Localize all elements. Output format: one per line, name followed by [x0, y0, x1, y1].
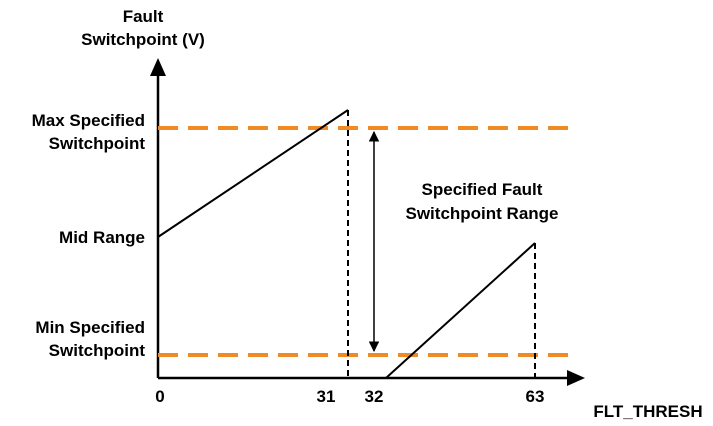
min-switchpoint-label-line1: Min Specified — [35, 318, 145, 337]
y-axis-title-line1: Fault — [123, 7, 164, 26]
min-switchpoint-label-line2: Switchpoint — [49, 341, 146, 360]
mid-range-label: Mid Range — [59, 228, 145, 247]
x-tick-32: 32 — [365, 387, 384, 406]
x-tick-63: 63 — [526, 387, 545, 406]
x-axis-arrowhead — [567, 370, 585, 386]
x-axis-title: FLT_THRESH — [593, 402, 702, 421]
y-axis-arrowhead — [150, 58, 166, 76]
x-tick-0: 0 — [155, 387, 164, 406]
ramp-segment-0-31 — [157, 109, 349, 238]
ramp-segment-32-63 — [385, 242, 536, 379]
y-axis-title-line2: Switchpoint (V) — [81, 30, 205, 49]
x-tick-31: 31 — [317, 387, 336, 406]
max-switchpoint-label-line2: Switchpoint — [49, 134, 146, 153]
range-annotation-line1: Specified Fault — [422, 180, 543, 199]
range-annotation-line2: Switchpoint Range — [406, 204, 559, 223]
max-switchpoint-label-line1: Max Specified — [32, 111, 145, 130]
